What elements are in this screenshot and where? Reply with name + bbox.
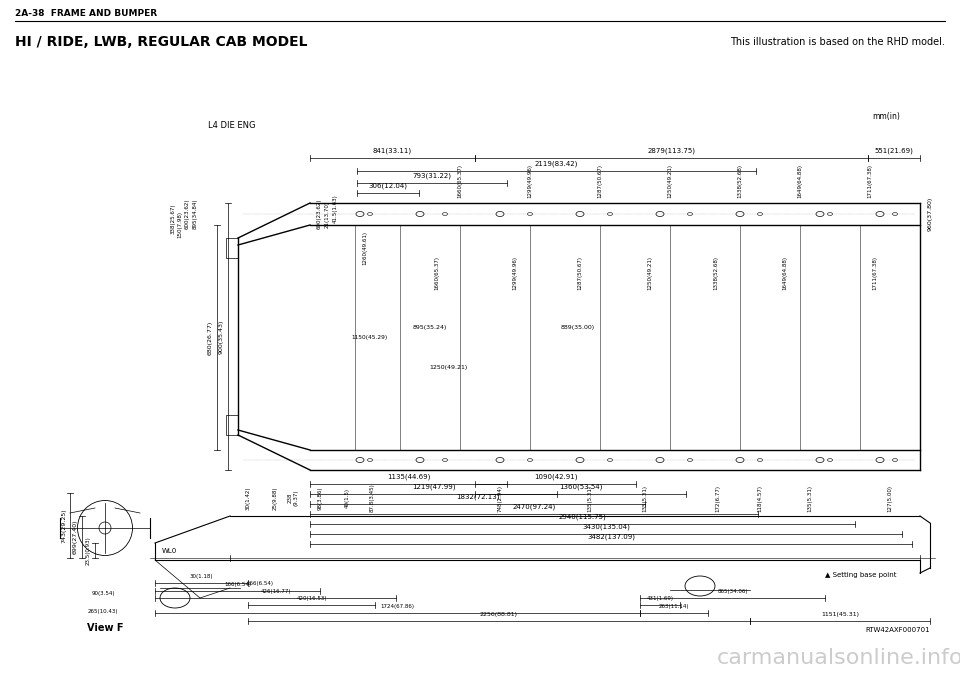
Text: WL0: WL0 <box>162 548 178 554</box>
Text: 1150(45.29): 1150(45.29) <box>352 336 388 340</box>
Text: 306(12.04): 306(12.04) <box>369 182 407 189</box>
Text: 127(5.00): 127(5.00) <box>887 485 893 511</box>
Text: 1250(49.21): 1250(49.21) <box>667 164 673 198</box>
Text: 420(16.53): 420(16.53) <box>297 596 326 601</box>
Text: 1660(65.37): 1660(65.37) <box>458 164 463 198</box>
Text: 166(6.54): 166(6.54) <box>224 582 251 587</box>
Text: 98(3.86): 98(3.86) <box>318 486 323 510</box>
Text: 87.8(3.45): 87.8(3.45) <box>370 483 374 513</box>
Text: 1250(49.21): 1250(49.21) <box>647 256 653 290</box>
Text: 40(1.5): 40(1.5) <box>345 488 349 508</box>
Text: 1724(67.86): 1724(67.86) <box>380 604 415 609</box>
Text: 118(4.57): 118(4.57) <box>757 485 762 511</box>
Text: 1287(50.67): 1287(50.67) <box>578 256 583 290</box>
Text: 1090(42.91): 1090(42.91) <box>534 473 577 480</box>
Text: 150(7.98): 150(7.98) <box>178 210 182 237</box>
Text: 2879(113.75): 2879(113.75) <box>647 148 695 154</box>
Text: 1338(52.68): 1338(52.68) <box>713 256 718 290</box>
Text: 30(1.42): 30(1.42) <box>246 486 251 510</box>
Text: 841(33.11): 841(33.11) <box>372 148 412 154</box>
Text: mm(in): mm(in) <box>872 111 900 121</box>
Text: HI / RIDE, LWB, REGULAR CAB MODEL: HI / RIDE, LWB, REGULAR CAB MODEL <box>15 35 307 49</box>
Text: 895(35.24): 895(35.24) <box>413 325 447 330</box>
Text: 135(5.31): 135(5.31) <box>588 485 592 511</box>
Text: 3482(137.09): 3482(137.09) <box>587 534 635 540</box>
Text: 1135(44.69): 1135(44.69) <box>387 473 430 480</box>
Text: 265(10.43): 265(10.43) <box>87 608 118 614</box>
Text: 2940(115.75): 2940(115.75) <box>559 513 607 520</box>
Text: 551(21.69): 551(21.69) <box>875 148 913 154</box>
Text: 41.5(1.63): 41.5(1.63) <box>332 195 338 223</box>
Text: 30(1.18): 30(1.18) <box>190 574 213 579</box>
Text: 1649(64.88): 1649(64.88) <box>798 164 803 198</box>
Text: 680(26.77): 680(26.77) <box>208 321 213 355</box>
Text: 748(2.94): 748(2.94) <box>497 485 502 511</box>
Text: ▲ Setting base point: ▲ Setting base point <box>825 572 897 578</box>
Text: 90(3.54): 90(3.54) <box>91 591 115 595</box>
Text: 1711(67.38): 1711(67.38) <box>873 256 877 290</box>
Text: 238
(9.37): 238 (9.37) <box>288 490 299 506</box>
Text: 21(13.70): 21(13.70) <box>324 201 329 228</box>
Text: 25(9.88): 25(9.88) <box>273 486 277 510</box>
Text: 338(25.67): 338(25.67) <box>171 204 176 235</box>
Text: 1832(72.13): 1832(72.13) <box>456 494 499 500</box>
Text: This illustration is based on the RHD model.: This illustration is based on the RHD mo… <box>731 37 945 47</box>
Text: 600(23.62): 600(23.62) <box>317 199 322 229</box>
Text: 1250(49.21): 1250(49.21) <box>429 365 468 370</box>
Text: 172(6.77): 172(6.77) <box>715 485 721 511</box>
Text: 135(5.31): 135(5.31) <box>807 485 812 511</box>
Text: 1299(49.96): 1299(49.96) <box>527 164 533 198</box>
Text: 1151(45.31): 1151(45.31) <box>821 612 859 617</box>
Text: 431(1.69): 431(1.69) <box>646 596 674 601</box>
Text: 1299(49.96): 1299(49.96) <box>513 256 517 290</box>
Text: 2256(88.81): 2256(88.81) <box>480 612 518 617</box>
Text: 3430(135.04): 3430(135.04) <box>582 523 630 530</box>
Text: 1649(64.88): 1649(64.88) <box>782 256 787 290</box>
Text: 1260(49.61): 1260(49.61) <box>363 231 368 265</box>
Text: 895(34.84): 895(34.84) <box>193 199 198 229</box>
Text: 793(31.22): 793(31.22) <box>413 172 451 179</box>
Text: 960(37.80): 960(37.80) <box>927 197 932 231</box>
Text: RTW42AXF000701: RTW42AXF000701 <box>865 627 930 633</box>
Text: 699(27.40): 699(27.40) <box>73 520 78 554</box>
Text: 135(5.31): 135(5.31) <box>642 485 647 511</box>
Text: 2470(97.24): 2470(97.24) <box>513 504 556 510</box>
Text: 2A-38  FRAME AND BUMPER: 2A-38 FRAME AND BUMPER <box>15 9 157 18</box>
Text: 900(35.43): 900(35.43) <box>219 319 224 354</box>
Text: 166(6.54): 166(6.54) <box>247 580 274 586</box>
Text: 23.5(0.93): 23.5(0.93) <box>86 536 91 565</box>
Text: 600(23.62): 600(23.62) <box>184 199 189 229</box>
Text: View F: View F <box>86 623 123 633</box>
Text: 1660(65.37): 1660(65.37) <box>435 256 440 290</box>
Text: 2119(83.42): 2119(83.42) <box>535 161 578 167</box>
Text: 1338(52.68): 1338(52.68) <box>737 164 742 198</box>
Text: 743(29.25): 743(29.25) <box>61 508 66 543</box>
Text: 1219(47.99): 1219(47.99) <box>412 483 455 490</box>
Text: 1711(67.38): 1711(67.38) <box>868 164 873 198</box>
Text: 263(11.14): 263(11.14) <box>659 604 689 609</box>
Text: 1360(53.54): 1360(53.54) <box>559 483 602 490</box>
Text: L4 DIE ENG: L4 DIE ENG <box>208 121 255 129</box>
Text: carmanualsonline.info: carmanualsonline.info <box>717 648 960 668</box>
Text: 426(16.77): 426(16.77) <box>260 589 291 594</box>
Text: 889(35.00): 889(35.00) <box>561 325 595 330</box>
Text: 1287(50.67): 1287(50.67) <box>597 164 603 198</box>
Text: 865(34.06): 865(34.06) <box>717 589 748 594</box>
